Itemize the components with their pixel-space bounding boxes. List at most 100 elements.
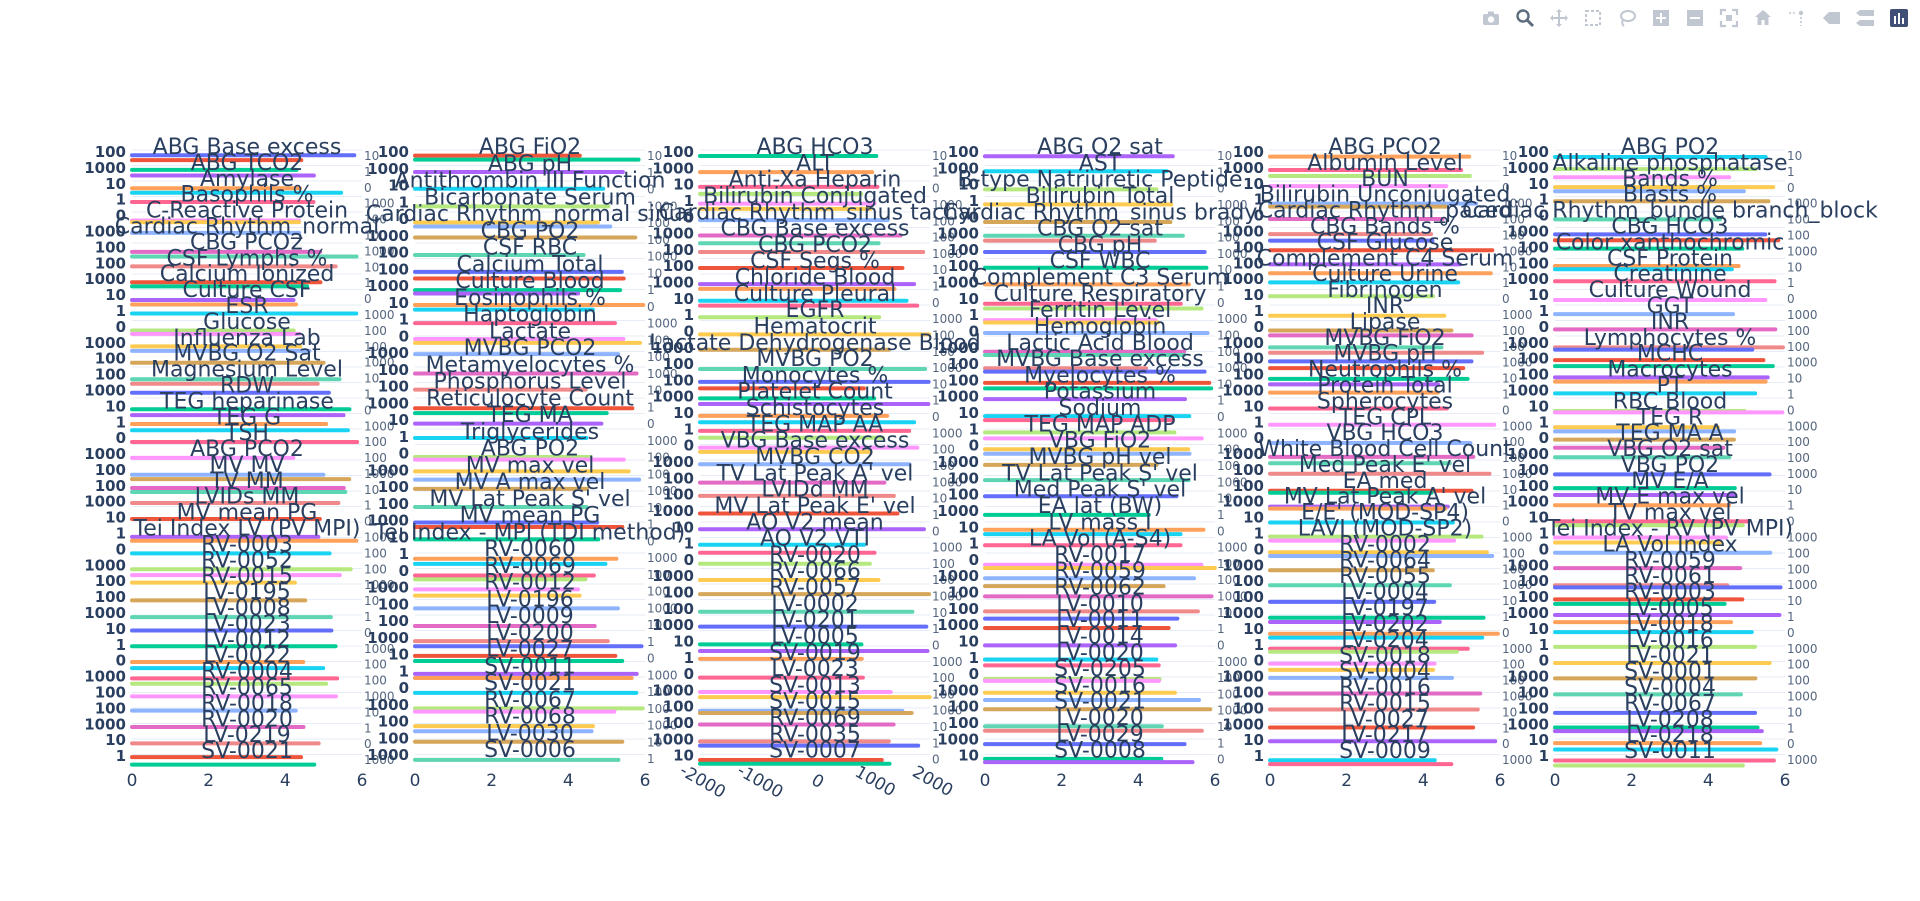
subplot-title: Triglycerides [460, 420, 599, 445]
tick-label: 1000 [1502, 642, 1533, 656]
tick-label: 1000 [1787, 690, 1818, 704]
subplot-title: LV-0018 [1626, 612, 1714, 637]
subplot-title: LV-0197 [1341, 596, 1429, 621]
y-tick-label: 100 [663, 371, 694, 389]
tick-label: 1000 [932, 475, 963, 489]
y-tick-label: 100 [1518, 238, 1549, 256]
y-tick-label: 100 [663, 584, 694, 602]
subplot-title: SV-0021 [1054, 690, 1146, 715]
y-tick-label: 1000 [937, 730, 979, 748]
y-tick-label: 100 [948, 600, 979, 618]
zoom-icon[interactable] [1512, 6, 1538, 30]
y-tick-label: 1000 [1507, 493, 1549, 511]
y-tick-label: 100 [663, 714, 694, 732]
subplot-title: LV-0202 [1341, 612, 1429, 637]
tick-label: 100 [932, 345, 955, 359]
subplot-title: Hematocrit [754, 314, 877, 339]
tick-label: 0 [647, 417, 655, 431]
y-tick-label: 100 [948, 469, 979, 487]
tick-label: 0 [1502, 403, 1510, 417]
tick-label: 100 [647, 685, 670, 699]
subplot-title: Monocytes % [742, 363, 888, 388]
tick-label: 1 [647, 635, 655, 649]
x-tick-label: 4 [280, 771, 291, 791]
subplot-title: ABG PO2 [481, 437, 579, 462]
tick-label: 100 [1787, 658, 1810, 672]
hover-closest-icon[interactable] [1818, 6, 1844, 30]
x-tick-label: 6 [1780, 771, 1791, 791]
subplot-title: Culture Pleural [734, 282, 897, 307]
subplot-title: RBC Blood [1613, 389, 1727, 414]
x-tick-label: 6 [640, 771, 651, 791]
y-tick-label: 1000 [1222, 222, 1264, 240]
tick-label: 100 [1502, 435, 1525, 449]
y-tick-label: 0 [684, 551, 694, 569]
zoom-out-icon[interactable] [1682, 6, 1708, 30]
subplot-title: Sodium [1059, 396, 1142, 421]
subplot-title: MVBG PCO2 [464, 336, 597, 361]
y-tick-label: 1 [116, 302, 126, 320]
tick-label: 100 [364, 674, 387, 688]
tick-label: 100 [1217, 443, 1240, 457]
subplot-title: SV-0008 [1054, 739, 1146, 764]
subplot-title: LV-0217 [1341, 723, 1429, 748]
subplot-title: Culture Blood [455, 269, 604, 294]
subplot-title: LV-0004 [1341, 580, 1429, 605]
x-tick-label: 0 [410, 771, 421, 791]
tick-label: 100 [932, 557, 955, 571]
y-tick-label: 1000 [652, 388, 694, 406]
tick-label: 1 [364, 387, 372, 401]
subplot-title: Culture Urine [1312, 262, 1458, 287]
tick-label: 1000 [647, 317, 678, 331]
y-tick-label: 10 [958, 404, 979, 422]
autoscale-icon[interactable] [1716, 6, 1742, 30]
lasso-select-icon[interactable] [1614, 6, 1640, 30]
y-tick-label: 1000 [84, 222, 126, 240]
x-tick-label: 2 [203, 771, 214, 791]
y-tick-label: 1000 [84, 334, 126, 352]
tick-label: 1000 [1502, 197, 1533, 211]
y-tick-label: 10 [388, 177, 409, 195]
tick-label: 0 [1787, 292, 1795, 306]
subplot-title: MV E/A [1631, 469, 1708, 494]
subplot-title: CBG PCO2 [758, 233, 872, 258]
tick-label: 1 [1502, 387, 1510, 401]
subplot-title: RV-0052 [201, 548, 293, 573]
reset-axes-icon[interactable] [1750, 6, 1776, 30]
subplot-title: Neutrophils % [1308, 358, 1462, 383]
subplot-title: RV-0035 [769, 722, 861, 747]
spike-lines-icon[interactable] [1784, 6, 1810, 30]
tick-label: 100 [1217, 345, 1240, 359]
tick-label: 100 [647, 585, 670, 599]
subplot-title: Fibrinogen [1327, 278, 1442, 303]
x-tick-label: 0 [980, 771, 991, 791]
tick-label: 1 [647, 283, 655, 297]
y-tick-label: 1 [116, 636, 126, 654]
y-tick-label: 1 [1539, 525, 1549, 543]
box-select-icon[interactable] [1580, 6, 1606, 30]
tick-label: 10 [1787, 260, 1802, 274]
subplot-title: LV-0020 [1056, 706, 1144, 731]
y-tick-label: 10 [1528, 509, 1549, 527]
hover-compare-icon[interactable] [1852, 6, 1878, 30]
tick-label: 1 [1502, 721, 1510, 735]
plotly-logo-icon[interactable] [1886, 6, 1912, 30]
y-tick-label: 0 [969, 665, 979, 683]
y-tick-label: 0 [1254, 429, 1264, 447]
subplot-title: RV-0012 [484, 571, 576, 596]
subplot-title: RV-0020 [201, 707, 293, 732]
subplot-title: RV-0020 [769, 543, 861, 568]
tick-label: 10 [647, 384, 662, 398]
x-tick-label: 6 [1210, 771, 1221, 791]
y-tick-label: 1 [1254, 302, 1264, 320]
tick-label: 100 [1217, 231, 1240, 245]
zoom-in-icon[interactable] [1648, 6, 1674, 30]
camera-icon[interactable] [1478, 6, 1504, 30]
y-tick-label: 100 [663, 241, 694, 259]
tick-label: 0 [1787, 403, 1795, 417]
y-tick-label: 10 [1243, 509, 1264, 527]
pan-icon[interactable] [1546, 6, 1572, 30]
tick-label: 1 [1502, 499, 1510, 513]
subplot-title: LV-0022 [203, 644, 291, 669]
tick-label: 1000 [364, 244, 395, 258]
